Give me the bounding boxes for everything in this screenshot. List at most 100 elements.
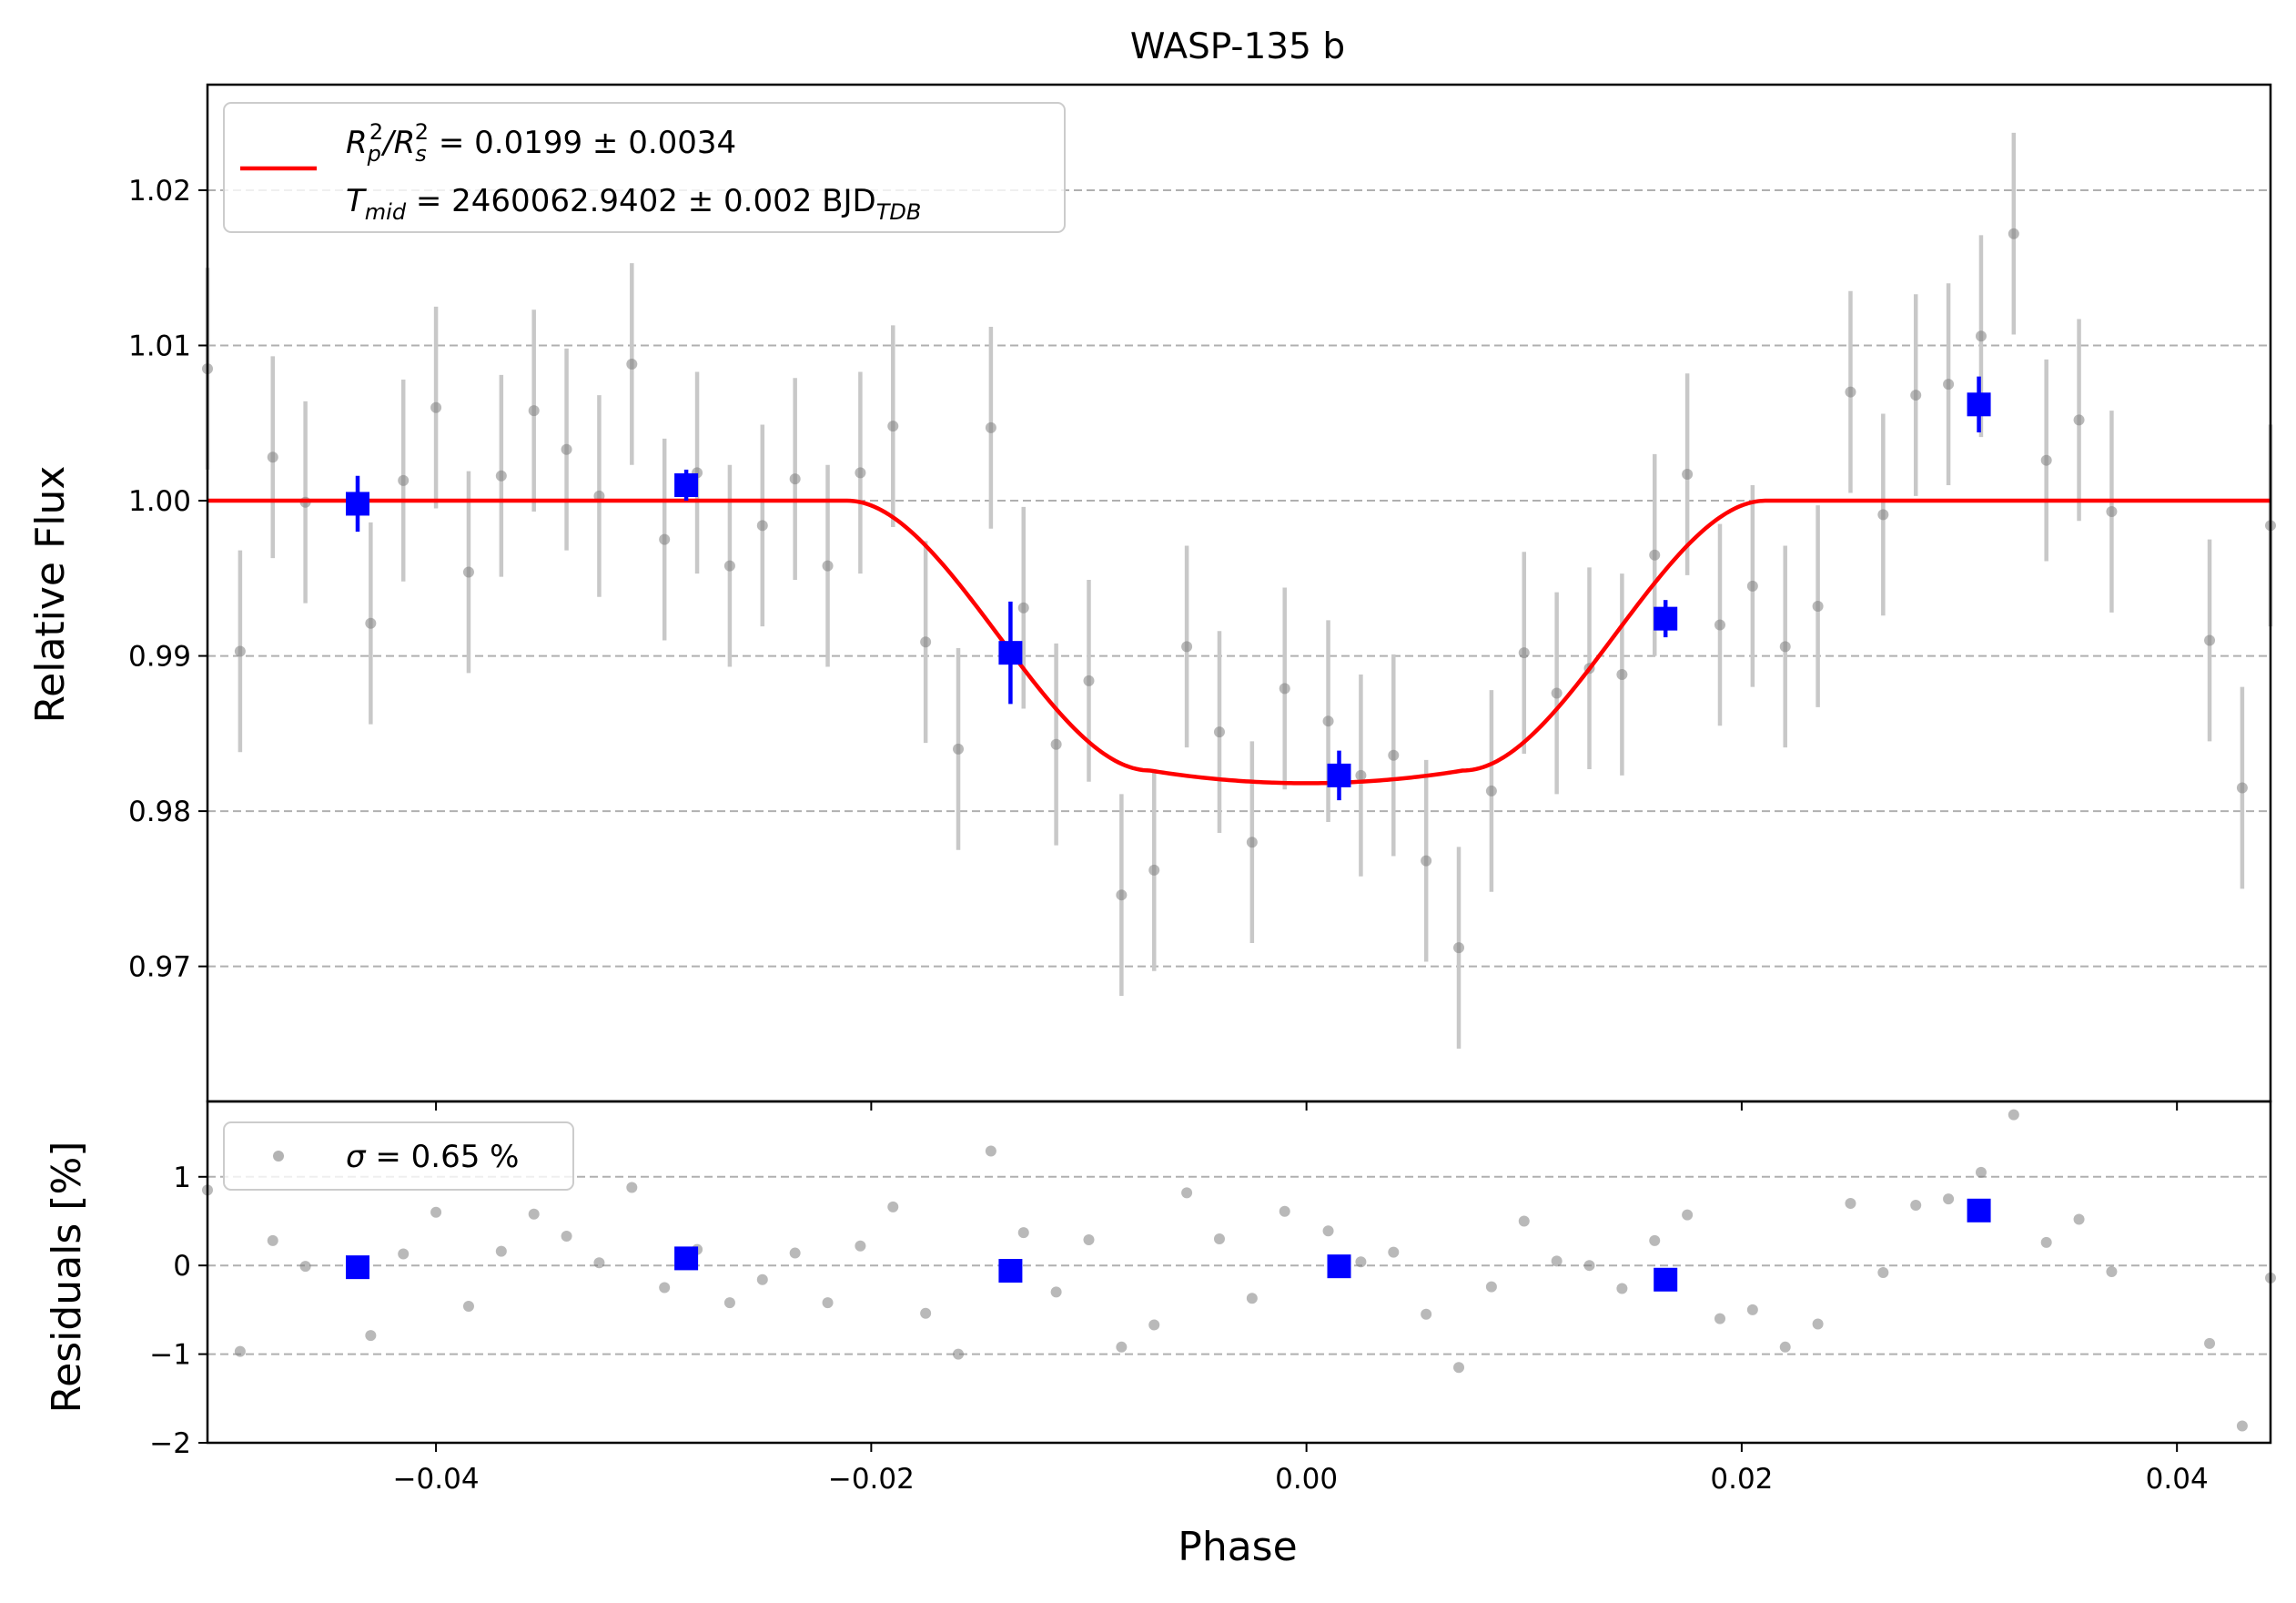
residual-raw-point <box>920 1307 932 1319</box>
residual-raw-point <box>723 1297 735 1309</box>
residual-raw-point <box>1322 1225 1334 1237</box>
binned-data-point <box>1654 606 1678 631</box>
residual-raw-point <box>1388 1246 1400 1258</box>
raw-data-point <box>495 470 507 482</box>
residual-raw-point <box>495 1245 507 1257</box>
residual-raw-point <box>789 1247 801 1259</box>
residual-raw-point <box>1181 1187 1193 1199</box>
x-tick-label: 0.02 <box>1710 1463 1773 1496</box>
residual-raw-point <box>985 1145 996 1157</box>
residual-raw-point <box>1148 1319 1160 1331</box>
residual-raw-point <box>1877 1266 1889 1278</box>
raw-data-point <box>1355 769 1367 781</box>
residual-raw-point <box>1649 1234 1661 1246</box>
raw-data-point <box>1746 580 1758 592</box>
raw-data-point <box>1975 330 1987 342</box>
residuals-legend-sigma-entry: σ = 0.65 % <box>346 1139 519 1175</box>
residual-binned-point <box>1327 1254 1351 1279</box>
raw-data-point <box>1551 687 1563 699</box>
residual-raw-point <box>462 1301 474 1312</box>
raw-data-point <box>1421 855 1432 867</box>
residual-raw-point <box>2106 1266 2118 1278</box>
residual-raw-point <box>1812 1318 1824 1330</box>
main-panel: 0.97 0.98 0.99 1.00 1.01 1.02 Relative Flux R… <box>27 83 2276 1111</box>
residual-raw-point <box>1421 1308 1432 1320</box>
main-y-tick-label: 1.00 <box>128 485 191 518</box>
raw-data-point <box>1116 889 1128 901</box>
main-legend-tmid-entry: Tmid = 2460062.9402 ± 0.002 BJDTDB <box>346 183 921 225</box>
residual-raw-point <box>1583 1260 1595 1272</box>
residual-raw-point <box>1714 1313 1725 1324</box>
main-y-tick-label: 1.02 <box>128 175 191 208</box>
residuals-y-ticks: −2 −1 0 1 <box>149 1162 207 1460</box>
residual-raw-point <box>528 1208 540 1220</box>
binned-data-point <box>1327 763 1351 787</box>
residual-raw-point <box>398 1248 410 1260</box>
residuals-x-ticks: −0.04 −0.02 0.00 0.02 0.04 <box>393 1443 2209 1496</box>
main-legend: Rp2/Rs2 = 0.0199 ± 0.0034 Tmid = 2460062… <box>223 102 1066 233</box>
raw-data-point <box>1148 864 1160 876</box>
main-legend-depth-entry: Rp2/Rs2 = 0.0199 ± 0.0034 <box>346 119 736 167</box>
raw-data-point <box>756 520 768 532</box>
residual-raw-point <box>1943 1193 1955 1205</box>
raw-data-point <box>1714 619 1725 631</box>
raw-data-point <box>1779 641 1791 653</box>
residuals-y-axis-label: Residuals [%] <box>44 1141 90 1414</box>
residual-raw-point <box>1355 1256 1367 1268</box>
residual-binned-point <box>998 1259 1023 1283</box>
raw-data-point <box>462 566 474 578</box>
residuals-legend-box <box>223 1121 574 1191</box>
residuals-y-tick-label: 0 <box>173 1250 191 1283</box>
main-legend-box <box>223 102 1066 233</box>
binned-data-point <box>346 492 370 516</box>
raw-data-point <box>1518 647 1530 659</box>
residuals-legend-point-swatch <box>273 1151 284 1162</box>
residual-raw-point <box>953 1348 965 1360</box>
raw-data-point <box>1083 675 1095 686</box>
main-y-tick-label: 0.98 <box>128 796 191 828</box>
residual-binned-point <box>1654 1267 1678 1292</box>
raw-data-point <box>2040 454 2052 466</box>
main-binned-points <box>346 392 1991 787</box>
main-y-axis-label: Relative Flux <box>27 466 74 724</box>
residual-raw-point <box>1246 1293 1258 1304</box>
residual-raw-point <box>2236 1420 2248 1432</box>
raw-data-point <box>1485 785 1497 796</box>
raw-data-point <box>789 473 801 485</box>
residual-raw-point <box>299 1261 311 1273</box>
raw-data-point <box>398 474 410 486</box>
x-tick-label: −0.02 <box>828 1463 915 1496</box>
residuals-y-tick-label: 1 <box>173 1162 191 1194</box>
raw-data-point <box>561 443 572 455</box>
raw-data-point <box>1812 600 1824 612</box>
residual-raw-point <box>365 1330 377 1342</box>
raw-data-point <box>887 421 899 432</box>
residual-raw-point <box>1050 1286 1062 1298</box>
main-y-ticks: 0.97 0.98 0.99 1.00 1.01 1.02 <box>128 175 207 984</box>
raw-data-point <box>1050 738 1062 750</box>
raw-data-point <box>822 560 834 572</box>
residuals-binned-points <box>346 1198 1991 1292</box>
residual-raw-point <box>1083 1233 1095 1245</box>
residual-raw-point <box>756 1273 768 1285</box>
raw-data-point <box>1388 749 1400 761</box>
raw-data-point <box>1279 683 1290 695</box>
residual-raw-point <box>1746 1304 1758 1315</box>
residuals-panel: −2 −1 0 1 −0.04 −0.02 0.00 0.02 0.04 Residuals … <box>44 1100 2276 1570</box>
raw-data-point <box>2106 505 2118 517</box>
raw-data-point <box>2008 228 2019 239</box>
residual-binned-point <box>674 1246 699 1271</box>
raw-data-point <box>985 421 996 433</box>
raw-data-point <box>659 533 671 545</box>
residuals-y-tick-label: −1 <box>149 1339 191 1372</box>
residual-raw-point <box>2040 1236 2052 1248</box>
residual-raw-point <box>1975 1166 1987 1178</box>
raw-data-point <box>1877 509 1889 521</box>
raw-data-point <box>953 743 965 755</box>
residual-raw-point <box>1116 1341 1128 1353</box>
residual-raw-point <box>1518 1215 1530 1227</box>
x-tick-label: 0.00 <box>1275 1463 1338 1496</box>
residual-raw-point <box>1551 1255 1563 1267</box>
raw-data-point <box>430 401 442 413</box>
